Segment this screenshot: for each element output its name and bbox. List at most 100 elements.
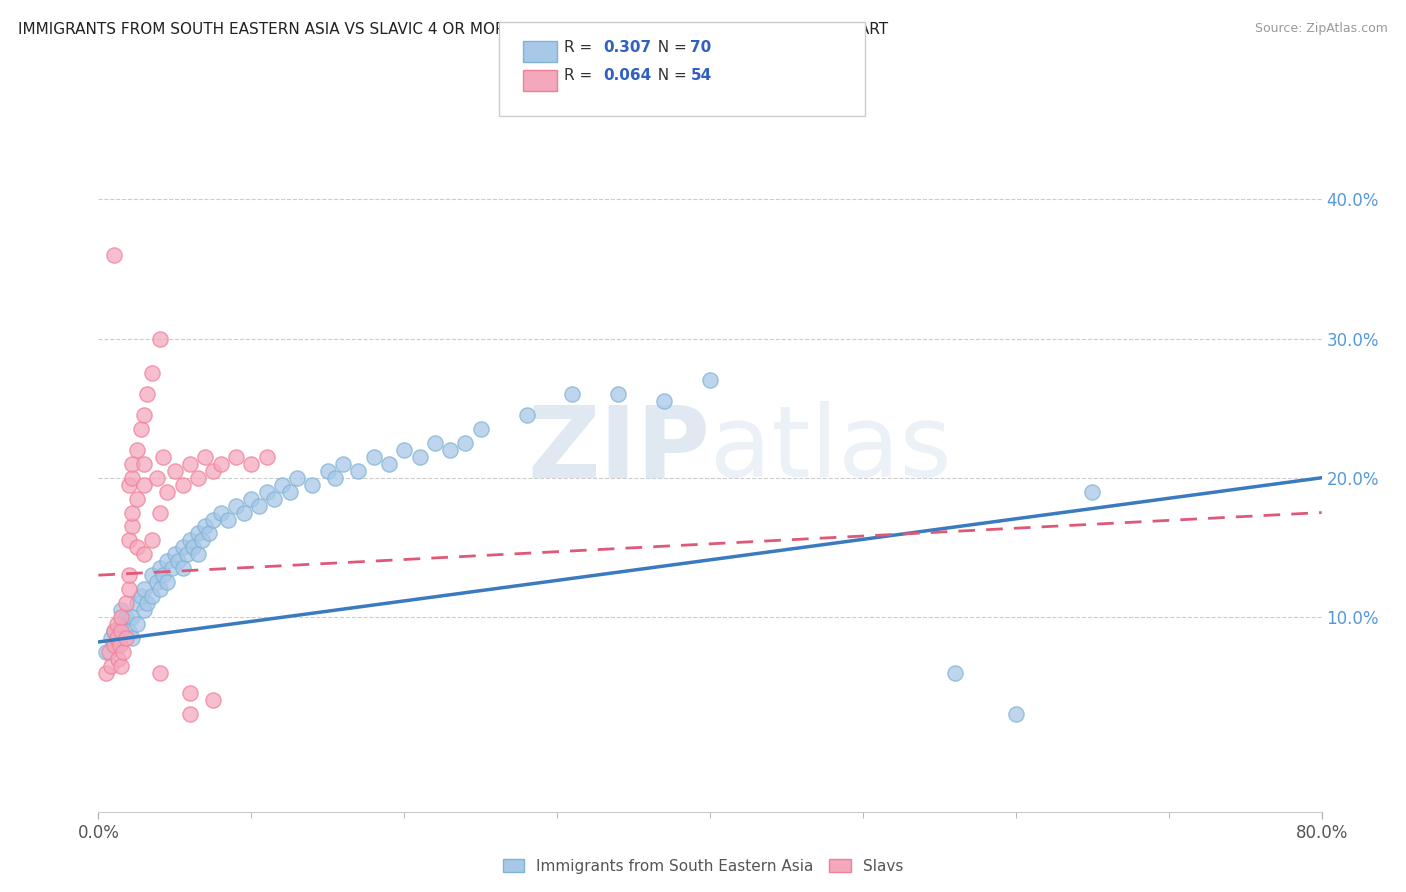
Point [516,408,538,422]
Point [105,616,128,631]
Point [202,693,225,707]
Point [111,645,134,659]
Point [217,512,239,526]
Point [423,436,446,450]
Point [110,603,132,617]
Point [136,596,159,610]
Point [121,457,143,471]
Point [110,658,132,673]
Point [172,561,194,575]
Point [1081,484,1104,499]
Point [149,332,172,346]
Point [225,450,247,464]
Point [194,450,217,464]
Point [156,575,179,590]
Point [149,665,172,680]
Point [256,484,278,499]
Point [125,616,148,631]
Point [105,631,128,645]
Text: N =: N = [648,69,692,83]
Point [363,450,385,464]
Point [160,561,183,575]
Point [118,582,141,596]
Point [110,624,132,638]
Point [378,457,401,471]
Point [115,631,138,645]
Point [156,484,179,499]
Point [179,457,201,471]
Point [149,506,172,520]
Text: 0.307: 0.307 [603,40,651,54]
Point [270,477,292,491]
Point [240,457,263,471]
Point [149,582,172,596]
Point [110,610,132,624]
Point [145,575,167,590]
Point [121,519,143,533]
Point [100,658,122,673]
Point [145,471,167,485]
Point [607,387,630,401]
Point [134,547,156,561]
Point [134,477,156,491]
Point [94,645,117,659]
Point [141,533,163,548]
Point [187,471,209,485]
Point [325,471,347,485]
Point [179,533,201,548]
Text: Source: ZipAtlas.com: Source: ZipAtlas.com [1254,22,1388,36]
Text: 54: 54 [690,69,711,83]
Point [1004,707,1026,722]
Point [125,596,148,610]
Point [121,471,143,485]
Point [347,464,370,478]
Point [209,506,232,520]
Point [285,471,308,485]
Point [121,631,143,645]
Point [197,526,219,541]
Point [115,610,138,624]
Point [125,442,148,457]
Point [278,484,301,499]
Point [125,541,148,555]
Point [115,596,138,610]
Point [103,624,125,638]
Point [134,408,156,422]
Text: 0.064: 0.064 [603,69,651,83]
Point [181,541,204,555]
Text: 70: 70 [690,40,711,54]
Point [470,422,492,436]
Point [699,373,721,387]
Point [392,442,416,457]
Point [100,631,122,645]
Point [118,477,141,491]
Point [172,541,194,555]
Point [247,499,270,513]
Point [163,547,186,561]
Point [652,394,675,409]
Point [141,568,163,582]
Point [316,464,339,478]
Point [167,554,190,568]
Point [149,561,172,575]
Text: R =: R = [564,40,598,54]
Point [136,387,159,401]
Point [408,450,430,464]
Point [191,533,214,548]
Text: atlas: atlas [710,401,952,499]
Point [332,457,354,471]
Point [103,248,125,262]
Point [134,457,156,471]
Point [108,638,131,652]
Text: R =: R = [564,69,598,83]
Point [129,422,152,436]
Point [105,638,128,652]
Point [179,686,201,700]
Point [194,519,217,533]
Point [152,568,174,582]
Point [98,645,121,659]
Point [225,499,247,513]
Point [125,491,148,506]
Point [301,477,323,491]
Point [118,568,141,582]
